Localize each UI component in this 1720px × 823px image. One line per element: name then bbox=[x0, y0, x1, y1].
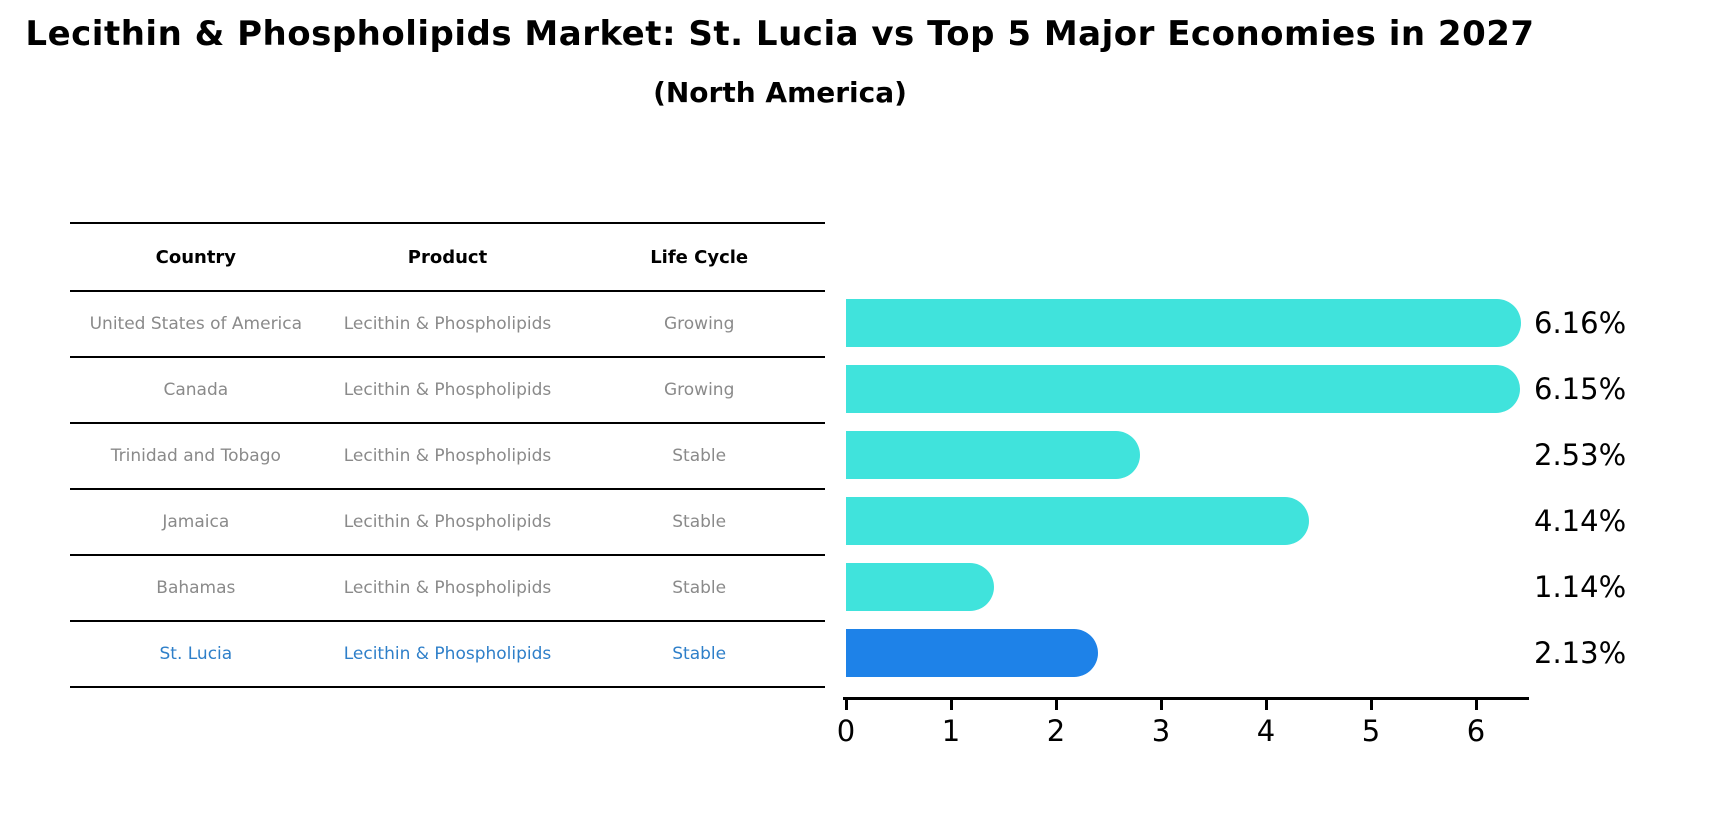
x-axis-tick-label: 0 bbox=[836, 714, 856, 748]
x-axis-tick-label: 4 bbox=[1256, 714, 1276, 748]
x-axis-tick-label: 3 bbox=[1151, 714, 1171, 748]
x-axis-tick bbox=[1055, 700, 1058, 710]
table-cell-life-cycle: Stable bbox=[672, 578, 727, 598]
x-axis-tick bbox=[950, 700, 953, 710]
table-body: United States of America Lecithin & Phos… bbox=[70, 292, 825, 688]
bar-canada bbox=[846, 365, 1520, 413]
table-row: St. Lucia Lecithin & Phospholipids Stabl… bbox=[70, 622, 825, 688]
table-cell-country: Trinidad and Tobago bbox=[110, 446, 281, 466]
table-cell-life-cycle: Stable bbox=[672, 446, 727, 466]
bar-value-label: 6.15% bbox=[1534, 372, 1627, 406]
table-cell-country: St. Lucia bbox=[159, 644, 233, 664]
table-cell-product: Lecithin & Phospholipids bbox=[343, 446, 552, 466]
column-header-product: Product bbox=[407, 246, 488, 268]
table-cell-product: Lecithin & Phospholipids bbox=[343, 314, 552, 334]
table-cell-product: Lecithin & Phospholipids bbox=[343, 380, 552, 400]
table-row: Trinidad and Tobago Lecithin & Phospholi… bbox=[70, 424, 825, 490]
bar-value-label: 4.14% bbox=[1534, 504, 1627, 538]
table-row: Bahamas Lecithin & Phospholipids Stable bbox=[70, 556, 825, 622]
x-axis-tick-label: 6 bbox=[1466, 714, 1486, 748]
table-row: United States of America Lecithin & Phos… bbox=[70, 292, 825, 358]
x-axis-tick bbox=[1265, 700, 1268, 710]
x-axis-tick bbox=[1370, 700, 1373, 710]
column-header-life-cycle: Life Cycle bbox=[650, 246, 749, 268]
bar-value-label: 6.16% bbox=[1534, 306, 1627, 340]
bar-value-label: 2.13% bbox=[1534, 636, 1627, 670]
x-axis-tick bbox=[845, 700, 848, 710]
column-header-country: Country bbox=[155, 246, 237, 268]
table-cell-product: Lecithin & Phospholipids bbox=[343, 578, 552, 598]
table-cell-life-cycle: Stable bbox=[672, 644, 727, 664]
bar-united-states-of-america bbox=[846, 299, 1521, 347]
bar-bahamas bbox=[846, 563, 994, 611]
table-cell-country: Canada bbox=[163, 380, 229, 400]
x-axis-tick-label: 5 bbox=[1361, 714, 1381, 748]
x-axis-tick bbox=[1160, 700, 1163, 710]
x-axis-tick bbox=[1475, 700, 1478, 710]
table-cell-country: Jamaica bbox=[162, 512, 230, 532]
chart-title: Lecithin & Phospholipids Market: St. Luc… bbox=[25, 14, 1535, 54]
bar-st-lucia bbox=[846, 629, 1098, 677]
table-cell-life-cycle: Growing bbox=[663, 314, 735, 334]
chart-subtitle: (North America) bbox=[653, 76, 907, 109]
x-axis-line bbox=[843, 697, 1529, 700]
bar-value-label: 1.14% bbox=[1534, 570, 1627, 604]
x-axis-tick-label: 2 bbox=[1046, 714, 1066, 748]
table-cell-product: Lecithin & Phospholipids bbox=[343, 644, 552, 664]
country-table: Country Product Life Cycle United States… bbox=[70, 222, 825, 688]
table-row: Jamaica Lecithin & Phospholipids Stable bbox=[70, 490, 825, 556]
bar-jamaica bbox=[846, 497, 1309, 545]
bar-value-label: 2.53% bbox=[1534, 438, 1627, 472]
table-row: Canada Lecithin & Phospholipids Growing bbox=[70, 358, 825, 424]
table-cell-country: United States of America bbox=[89, 314, 303, 334]
table-cell-life-cycle: Stable bbox=[672, 512, 727, 532]
table-cell-country: Bahamas bbox=[156, 578, 236, 598]
table-cell-life-cycle: Growing bbox=[663, 380, 735, 400]
bar-trinidad-and-tobago bbox=[846, 431, 1140, 479]
x-axis-tick-label: 1 bbox=[941, 714, 961, 748]
table-cell-product: Lecithin & Phospholipids bbox=[343, 512, 552, 532]
table-header-row: Country Product Life Cycle bbox=[70, 222, 825, 292]
